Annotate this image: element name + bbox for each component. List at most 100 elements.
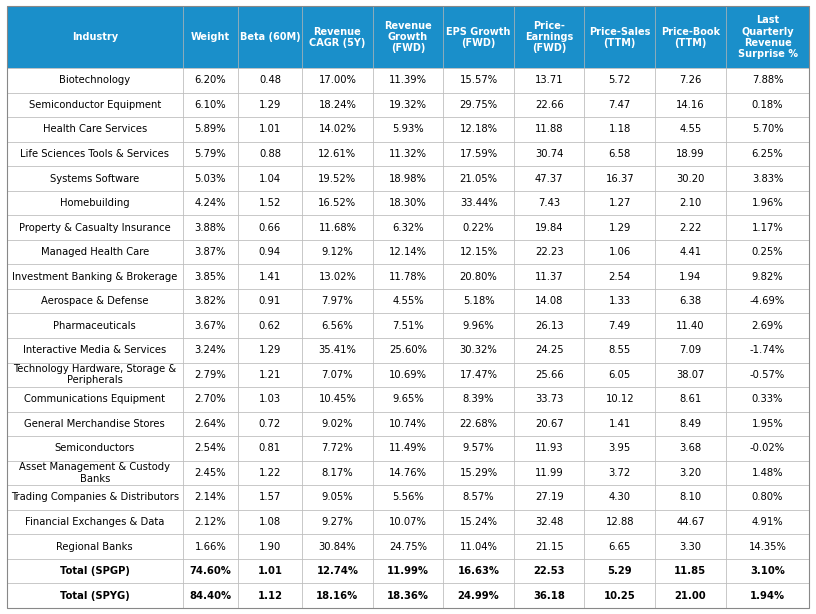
Bar: [584, 387, 655, 411]
Text: 12.15%: 12.15%: [459, 247, 498, 257]
Bar: [584, 93, 655, 117]
Bar: [237, 411, 302, 436]
Text: Homebuilding: Homebuilding: [60, 198, 130, 208]
Bar: [655, 362, 725, 387]
Text: 3.88%: 3.88%: [195, 223, 226, 233]
Text: 7.97%: 7.97%: [322, 296, 353, 306]
Bar: [302, 216, 373, 240]
Bar: [655, 411, 725, 436]
Text: 1.22: 1.22: [259, 468, 281, 478]
Bar: [584, 265, 655, 289]
Bar: [7, 93, 183, 117]
Bar: [584, 117, 655, 142]
Bar: [373, 387, 443, 411]
Text: Weight: Weight: [191, 32, 230, 42]
Text: Semiconductor Equipment: Semiconductor Equipment: [29, 100, 161, 110]
Bar: [725, 510, 809, 534]
Text: 3.68: 3.68: [679, 443, 702, 453]
Text: 7.51%: 7.51%: [392, 321, 424, 331]
Text: 3.67%: 3.67%: [194, 321, 226, 331]
Bar: [514, 166, 584, 191]
Text: Investment Banking & Brokerage: Investment Banking & Brokerage: [12, 271, 177, 282]
Bar: [373, 265, 443, 289]
Bar: [183, 191, 237, 216]
Bar: [7, 117, 183, 142]
Bar: [443, 93, 514, 117]
Bar: [584, 216, 655, 240]
Bar: [725, 411, 809, 436]
Bar: [584, 510, 655, 534]
Bar: [373, 583, 443, 608]
Bar: [237, 240, 302, 265]
Text: 8.10: 8.10: [679, 492, 702, 502]
Bar: [514, 362, 584, 387]
Text: 8.55: 8.55: [609, 345, 631, 356]
Bar: [443, 411, 514, 436]
Text: 7.09: 7.09: [679, 345, 702, 356]
Text: 22.23: 22.23: [534, 247, 564, 257]
Text: 3.20: 3.20: [679, 468, 702, 478]
Text: 14.16: 14.16: [676, 100, 705, 110]
Text: 7.43: 7.43: [538, 198, 561, 208]
Text: 1.29: 1.29: [609, 223, 631, 233]
Text: 9.96%: 9.96%: [463, 321, 494, 331]
Text: 27.19: 27.19: [534, 492, 564, 502]
Bar: [373, 166, 443, 191]
Text: 0.62: 0.62: [259, 321, 281, 331]
Bar: [183, 362, 237, 387]
Bar: [584, 583, 655, 608]
Bar: [443, 216, 514, 240]
Text: 2.22: 2.22: [679, 223, 702, 233]
Text: 4.55: 4.55: [679, 125, 702, 134]
Text: 2.45%: 2.45%: [194, 468, 226, 478]
Text: -0.02%: -0.02%: [750, 443, 785, 453]
Bar: [373, 240, 443, 265]
Text: Property & Casualty Insurance: Property & Casualty Insurance: [19, 223, 171, 233]
Text: 11.93: 11.93: [534, 443, 564, 453]
Bar: [514, 387, 584, 411]
Bar: [237, 338, 302, 362]
Text: 5.93%: 5.93%: [392, 125, 424, 134]
Text: 6.65: 6.65: [609, 542, 631, 551]
Bar: [514, 559, 584, 583]
Text: 0.94: 0.94: [259, 247, 281, 257]
Bar: [584, 362, 655, 387]
Bar: [655, 191, 725, 216]
Bar: [443, 534, 514, 559]
Text: 6.32%: 6.32%: [392, 223, 424, 233]
Bar: [443, 559, 514, 583]
Text: 12.18%: 12.18%: [459, 125, 498, 134]
Text: Managed Health Care: Managed Health Care: [41, 247, 149, 257]
Bar: [725, 6, 809, 68]
Text: 14.35%: 14.35%: [748, 542, 787, 551]
Text: 5.89%: 5.89%: [194, 125, 226, 134]
Bar: [655, 436, 725, 460]
Bar: [655, 387, 725, 411]
Bar: [514, 240, 584, 265]
Text: 8.17%: 8.17%: [322, 468, 353, 478]
Text: 11.78%: 11.78%: [389, 271, 427, 282]
Text: 26.13: 26.13: [534, 321, 564, 331]
Bar: [302, 559, 373, 583]
Text: 38.07: 38.07: [676, 370, 704, 380]
Bar: [514, 265, 584, 289]
Bar: [302, 68, 373, 93]
Bar: [443, 166, 514, 191]
Bar: [725, 216, 809, 240]
Text: 3.10%: 3.10%: [750, 566, 785, 576]
Text: General Merchandise Stores: General Merchandise Stores: [24, 419, 165, 429]
Bar: [183, 460, 237, 485]
Bar: [237, 68, 302, 93]
Text: 11.37: 11.37: [534, 271, 564, 282]
Text: 24.75%: 24.75%: [389, 542, 427, 551]
Bar: [655, 265, 725, 289]
Bar: [237, 314, 302, 338]
Bar: [655, 117, 725, 142]
Bar: [655, 166, 725, 191]
Bar: [183, 411, 237, 436]
Bar: [584, 6, 655, 68]
Bar: [725, 485, 809, 510]
Bar: [302, 191, 373, 216]
Bar: [443, 314, 514, 338]
Bar: [302, 314, 373, 338]
